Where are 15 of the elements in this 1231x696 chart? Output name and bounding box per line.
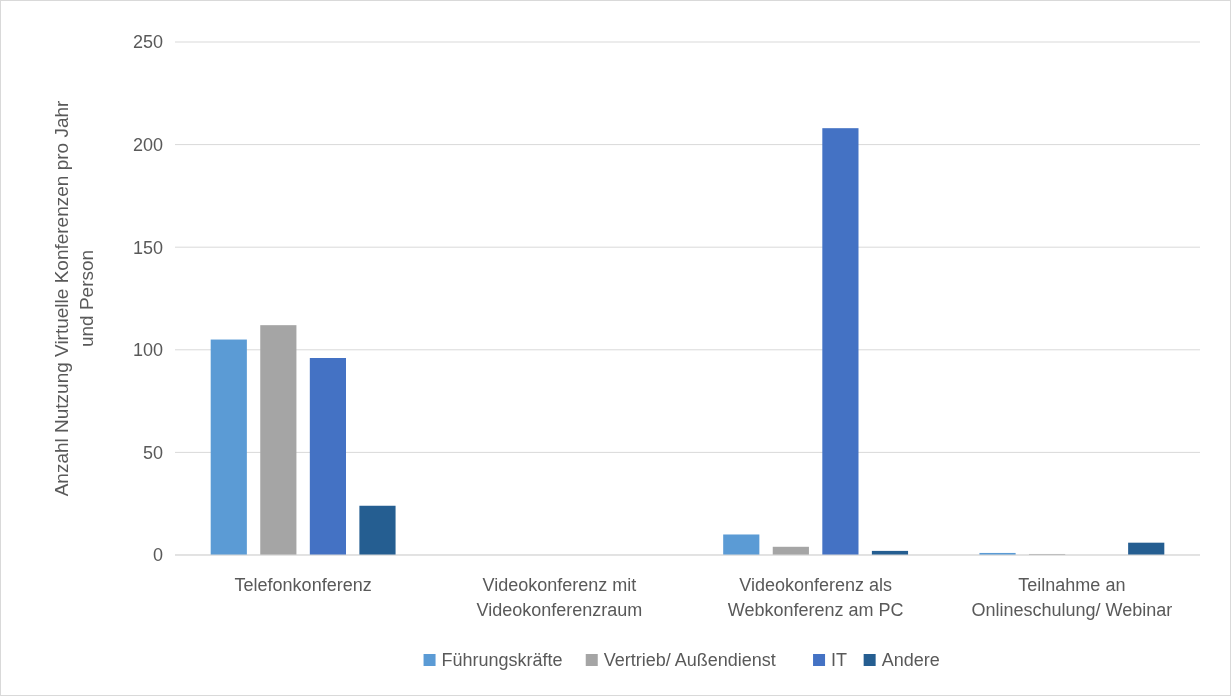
legend-label: Andere [881, 650, 940, 670]
legend-label: Führungskräfte [441, 650, 563, 670]
y-tick-label: 100 [132, 340, 163, 361]
legend-label: Vertrieb/ Außendienst [603, 650, 776, 670]
y-tick-label: 0 [152, 545, 163, 566]
y-tick-label: 250 [132, 32, 163, 53]
x-tick-label: Teilnahme an Onlineschulung/ Webinar [971, 575, 1173, 620]
y-tick-label: 50 [142, 442, 163, 463]
x-tick-label: Telefonkonferenz [234, 575, 372, 595]
y-tick-label: 200 [132, 134, 163, 155]
x-tick-label: Videokonferenz als Webkonferenz am PC [727, 575, 904, 620]
y-tick-label: 150 [132, 237, 163, 258]
y-axis-title: Anzahl Nutzung Virtuelle Konferenzen pro Jahr und Person [51, 99, 97, 497]
x-tick-label: Videokonferenz mit Videokonferenzraum [476, 575, 643, 620]
legend-label: IT [831, 650, 848, 670]
